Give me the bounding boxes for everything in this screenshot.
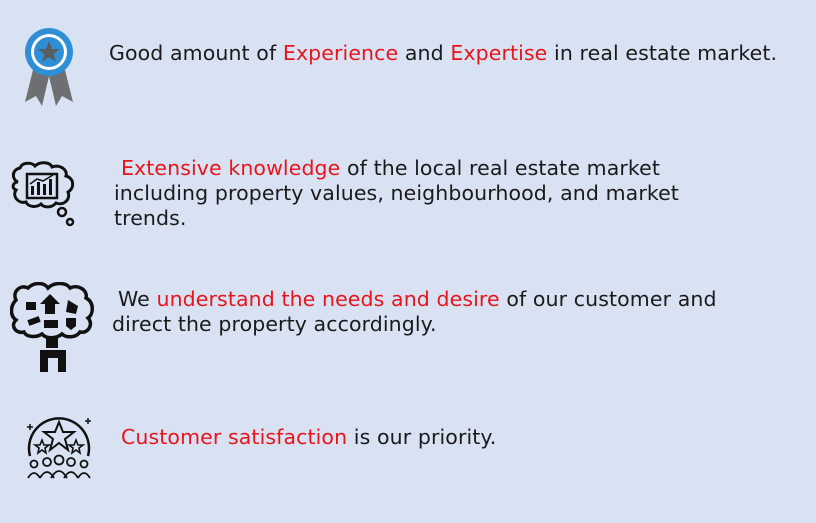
text-segment: of our customer and [499, 287, 717, 311]
text-line: We understand the needs and desire of ou… [112, 287, 717, 312]
text-segment: is our priority. [347, 425, 497, 449]
text-segment: in real estate market. [547, 41, 778, 65]
feature-text: We understand the needs and desire of ou… [112, 287, 717, 337]
brain-analytics-icon [11, 161, 75, 227]
text-segment: Good amount of [109, 41, 283, 65]
highlight-expertise: Expertise [450, 41, 548, 65]
text-line: trends. [114, 206, 187, 230]
award-ribbon-icon [25, 28, 73, 106]
highlight-extensive-knowledge: Extensive knowledge [121, 156, 341, 180]
customer-satisfaction-icon [27, 417, 91, 479]
highlight-customer-satisfaction: Customer satisfaction [121, 425, 348, 449]
highlight-understand-needs: understand the needs and desire [156, 287, 500, 311]
text-segment: of the local real estate market [340, 156, 660, 180]
feature-text: Customer satisfaction is our priority. [121, 425, 496, 450]
text-line: direct the property accordingly. [112, 312, 437, 336]
feature-text: Extensive knowledge of the local real es… [114, 156, 679, 231]
text-line: including property values, neighbourhood… [114, 181, 679, 205]
feature-text: Good amount of Experience and Expertise … [109, 41, 777, 66]
text-segment: We [118, 287, 157, 311]
customer-needs-icon [10, 282, 94, 372]
highlight-experience: Experience [282, 41, 399, 65]
text-line: Extensive knowledge of the local real es… [114, 156, 679, 181]
text-segment: and [398, 41, 451, 65]
